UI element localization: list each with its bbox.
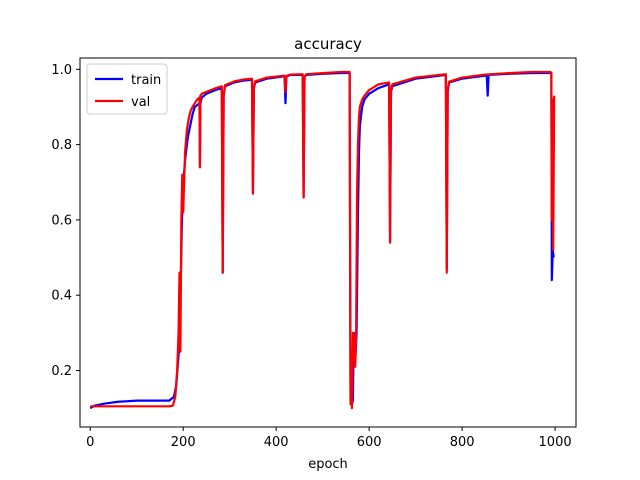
legend-label-train: train — [131, 73, 161, 88]
y-tick-label: 0.2 — [51, 364, 72, 379]
y-tick-label: 1.0 — [51, 63, 72, 78]
legend: train val — [86, 63, 168, 115]
legend-label-val: val — [131, 95, 150, 110]
x-tick-label: 0 — [86, 435, 94, 450]
x-axis-label: epoch — [308, 457, 348, 472]
y-tick-label: 0.4 — [51, 289, 72, 304]
x-axis: 0 200 400 600 800 1000 — [86, 427, 572, 450]
x-tick-label: 600 — [357, 435, 382, 450]
series-line-val — [90, 70, 556, 410]
x-tick-label: 1000 — [539, 435, 572, 450]
plot-lines — [89, 70, 556, 410]
x-tick-label: 800 — [450, 435, 475, 450]
chart-title: accuracy — [294, 35, 362, 53]
y-tick-label: 0.6 — [51, 213, 72, 228]
x-tick-label: 200 — [171, 435, 196, 450]
legend-box — [86, 63, 168, 115]
y-axis: 0.2 0.4 0.6 0.8 1.0 — [51, 63, 80, 379]
x-tick-label: 400 — [264, 435, 289, 450]
axes-frame — [79, 57, 577, 428]
y-tick-label: 0.8 — [51, 138, 72, 153]
